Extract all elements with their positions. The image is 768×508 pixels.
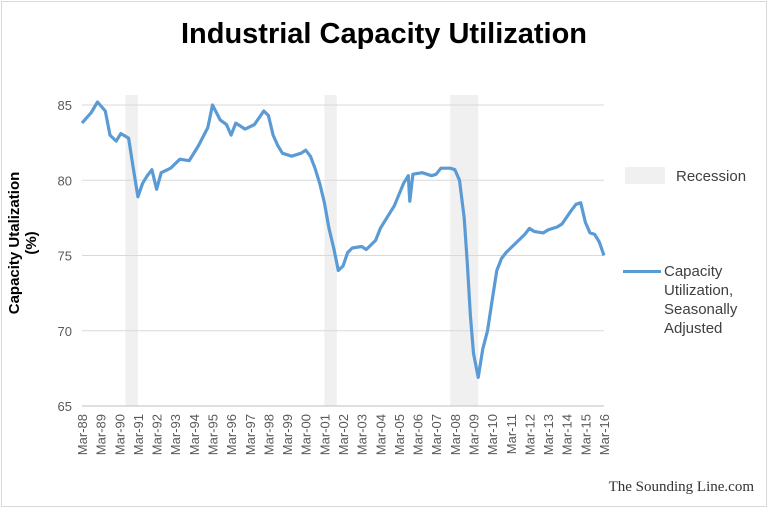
legend-line-label-2: Utilization, — [664, 282, 734, 299]
x-tick-label: Mar-05 — [392, 414, 407, 455]
y-tick-label: 80 — [58, 173, 72, 188]
legend-recession-label: Recession — [676, 168, 747, 185]
credit: The Sounding Line.com — [608, 479, 754, 495]
x-tick-label: Mar-04 — [373, 414, 388, 455]
x-tick-label: Mar-91 — [131, 414, 146, 455]
recession-band-0 — [125, 95, 138, 406]
y-tick-label: 65 — [58, 399, 72, 414]
x-tick-label: Mar-93 — [168, 414, 183, 455]
legend-line-label-1: Capacity — [664, 263, 723, 280]
x-tick-label: Mar-90 — [112, 414, 127, 455]
chart-title: Industrial Capacity Utilization — [180, 18, 588, 50]
x-tick-label: Mar-88 — [75, 414, 90, 455]
x-tick-label: Mar-14 — [560, 414, 575, 455]
x-tick-label: Mar-96 — [224, 414, 239, 455]
x-tick-label: Mar-07 — [429, 414, 444, 455]
legend-line-label: Capacity Utilization, Seasonally Adjuste… — [664, 262, 737, 338]
x-tick-label: Mar-13 — [541, 414, 556, 455]
capacity-utilization-line — [80, 100, 606, 379]
legend-line-label-4: Adjusted — [664, 320, 723, 337]
x-tick-label: Mar-94 — [187, 414, 202, 455]
x-tick-label: Mar-98 — [261, 414, 276, 455]
legend-recession-swatch — [625, 167, 665, 184]
x-tick-label: Mar-02 — [336, 414, 351, 455]
x-tick-label: Mar-92 — [150, 414, 165, 455]
recession-band-1 — [324, 95, 337, 406]
x-tick-label: Mar-01 — [317, 414, 332, 455]
x-tick-label: Mar-99 — [280, 414, 295, 455]
legend-line-label-3: Seasonally — [664, 301, 738, 318]
y-tick-label: 75 — [58, 249, 72, 264]
x-tick-label: Mar-09 — [467, 414, 482, 455]
x-tick-label: Mar-89 — [94, 414, 109, 455]
x-tick-label: Mar-03 — [355, 414, 370, 455]
y-tick-label: 70 — [58, 324, 72, 339]
x-tick-label: Mar-16 — [597, 414, 612, 455]
legend-line-swatch — [623, 270, 661, 273]
x-tick-label: Mar-06 — [411, 414, 426, 455]
x-tick-label: Mar-95 — [206, 414, 221, 455]
x-tick-label: Mar-97 — [243, 414, 258, 455]
y-tick-label: 85 — [58, 98, 72, 113]
x-tick-label: Mar-08 — [448, 414, 463, 455]
x-tick-label: Mar-12 — [522, 414, 537, 455]
x-tick-label: Mar-10 — [485, 414, 500, 455]
x-tick-label: Mar-15 — [578, 414, 593, 455]
x-tick-label: Mar-00 — [299, 414, 314, 455]
x-tick-label: Mar-11 — [504, 414, 519, 454]
